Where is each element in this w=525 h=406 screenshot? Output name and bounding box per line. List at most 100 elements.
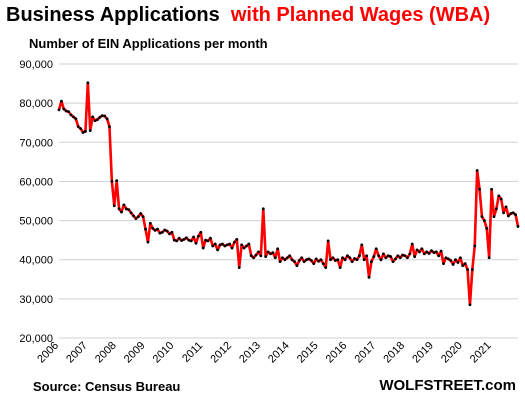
data-point (175, 239, 179, 243)
data-point (129, 211, 133, 215)
data-point (420, 247, 424, 251)
x-tick-label: 2021 (468, 340, 494, 366)
data-point (153, 228, 157, 232)
data-point (379, 258, 383, 262)
data-point (374, 247, 378, 251)
data-point (230, 246, 234, 250)
data-point (237, 266, 241, 269)
data-point (461, 264, 465, 267)
data-point (247, 242, 251, 246)
data-point (88, 129, 92, 132)
source-note: Source: Census Bureau (33, 379, 181, 394)
data-point (362, 258, 366, 262)
chart-title-part2: with Planned Wages (WBA) (230, 4, 491, 26)
x-tick-label: 2010 (151, 340, 177, 366)
data-point (134, 217, 138, 221)
data-point (196, 234, 200, 238)
data-point (403, 254, 407, 258)
data-point (221, 242, 224, 246)
series-line (57, 81, 520, 307)
x-tick-label: 2009 (122, 340, 148, 366)
data-point (468, 303, 472, 307)
data-point (305, 258, 308, 262)
data-point (86, 81, 90, 85)
data-point (410, 242, 414, 246)
data-point (290, 258, 294, 262)
x-tick-label: 2018 (381, 340, 407, 366)
data-point (437, 254, 441, 258)
data-point (172, 238, 176, 242)
data-point (382, 252, 385, 256)
data-point (276, 247, 280, 251)
data-point (187, 238, 191, 242)
data-point (209, 236, 212, 240)
x-tick-label: 2014 (266, 340, 292, 366)
data-point (108, 125, 111, 129)
data-point (249, 254, 253, 258)
data-point (386, 254, 390, 258)
data-point (165, 229, 169, 233)
data-point (444, 256, 448, 260)
data-point (242, 246, 246, 250)
data-point (434, 250, 438, 254)
data-point (240, 243, 244, 247)
y-tick-label: 80,000 (19, 98, 53, 110)
data-point (353, 257, 356, 260)
data-point (336, 258, 340, 262)
data-point (60, 99, 63, 103)
data-point (326, 239, 330, 243)
data-point (487, 256, 491, 260)
data-point (189, 239, 193, 243)
data-point (103, 114, 107, 118)
data-point (163, 228, 167, 232)
data-point (506, 214, 510, 218)
data-point (283, 258, 287, 262)
data-point (341, 256, 344, 260)
data-point (105, 117, 109, 121)
x-tick-label: 2020 (439, 340, 465, 366)
chart-subtitle: Number of EIN Applications per month (29, 36, 268, 51)
y-tick-label: 90,000 (19, 59, 53, 71)
data-point (288, 254, 292, 258)
data-point (406, 256, 409, 260)
data-point (192, 235, 195, 239)
data-point (317, 259, 320, 263)
data-point (74, 117, 78, 121)
data-point (365, 254, 368, 258)
data-point (100, 114, 104, 118)
data-point (127, 208, 131, 212)
data-point (331, 256, 335, 260)
data-point (430, 249, 433, 253)
data-point (211, 244, 215, 248)
x-tick-label: 2011 (180, 340, 205, 365)
data-point (348, 256, 352, 260)
data-point (194, 241, 198, 245)
data-point (84, 129, 87, 133)
data-point (160, 230, 164, 234)
data-point (259, 254, 263, 258)
data-point (422, 252, 426, 256)
data-point (273, 256, 277, 260)
data-point (454, 258, 457, 262)
data-point (480, 215, 484, 219)
x-tick-label: 2019 (410, 340, 436, 366)
data-point (182, 237, 186, 241)
data-point (117, 207, 121, 211)
x-tick-label: 2015 (295, 340, 321, 366)
data-point (148, 221, 152, 225)
data-point (146, 240, 150, 244)
brand-logo-text: WOLFSTREET.com (379, 377, 516, 394)
data-point (139, 212, 143, 215)
data-point (93, 119, 97, 123)
data-point (278, 260, 282, 264)
data-point (57, 108, 61, 112)
data-point (466, 268, 469, 271)
data-point (470, 268, 474, 271)
data-point (398, 256, 402, 260)
data-point (439, 249, 443, 253)
data-point (199, 230, 203, 234)
data-point (492, 215, 496, 219)
data-point (216, 248, 220, 252)
data-point (418, 250, 421, 254)
x-tick-label: 2013 (237, 340, 263, 366)
